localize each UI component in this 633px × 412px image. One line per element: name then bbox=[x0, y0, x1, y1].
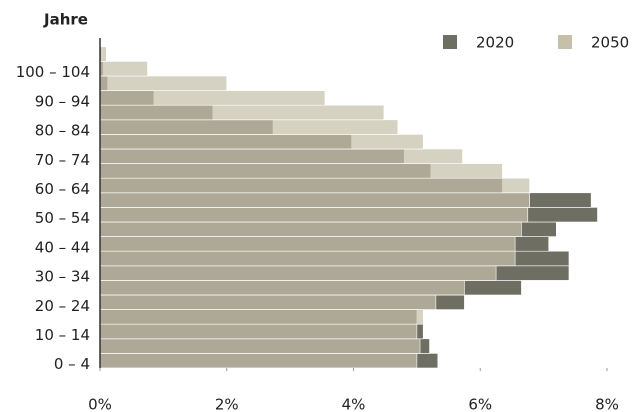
bar bbox=[99, 163, 503, 179]
legend-swatch bbox=[558, 35, 572, 49]
y-tick-label: 60 – 64 bbox=[35, 180, 90, 198]
bar bbox=[99, 75, 228, 91]
y-tick-label: 0 – 4 bbox=[54, 355, 90, 373]
bar bbox=[99, 323, 418, 340]
bar bbox=[99, 46, 107, 62]
bar bbox=[99, 90, 326, 106]
bar bbox=[99, 177, 530, 194]
x-tick-label: 6% bbox=[468, 396, 492, 412]
y-tick-label: 20 – 24 bbox=[35, 297, 90, 315]
x-tick-label: 0% bbox=[88, 396, 112, 412]
y-tick-label: 100 – 104 bbox=[16, 63, 90, 81]
bar bbox=[99, 338, 421, 354]
y-tick-label: 50 – 54 bbox=[35, 209, 90, 227]
bar bbox=[99, 134, 424, 150]
bar bbox=[99, 309, 424, 325]
bar bbox=[99, 294, 437, 310]
bar bbox=[99, 61, 148, 77]
y-tick-label: 30 – 34 bbox=[35, 268, 90, 286]
y-tick-label: 70 – 74 bbox=[35, 151, 90, 169]
legend-label: 2050 bbox=[591, 34, 629, 52]
legend-label: 2020 bbox=[476, 34, 514, 52]
legend-swatch bbox=[443, 35, 457, 49]
x-tick-label: 4% bbox=[342, 396, 366, 412]
y-tick-label: 90 – 94 bbox=[35, 92, 90, 110]
y-tick-label: 10 – 14 bbox=[35, 326, 90, 344]
y-tick-label: 40 – 44 bbox=[35, 238, 90, 256]
x-tick-label: 8% bbox=[595, 396, 619, 412]
bar bbox=[99, 148, 463, 164]
bar bbox=[99, 250, 516, 267]
bar bbox=[99, 280, 465, 296]
bar bbox=[99, 104, 385, 121]
bar bbox=[99, 265, 497, 281]
bar bbox=[99, 207, 529, 223]
bar bbox=[99, 221, 522, 237]
bar bbox=[99, 192, 530, 208]
x-tick-label: 2% bbox=[215, 396, 239, 412]
bar bbox=[99, 236, 516, 252]
y-tick-label: 80 – 84 bbox=[35, 122, 90, 140]
axis-title: Jahre bbox=[43, 11, 88, 29]
bar bbox=[99, 353, 418, 369]
bar bbox=[99, 119, 399, 135]
